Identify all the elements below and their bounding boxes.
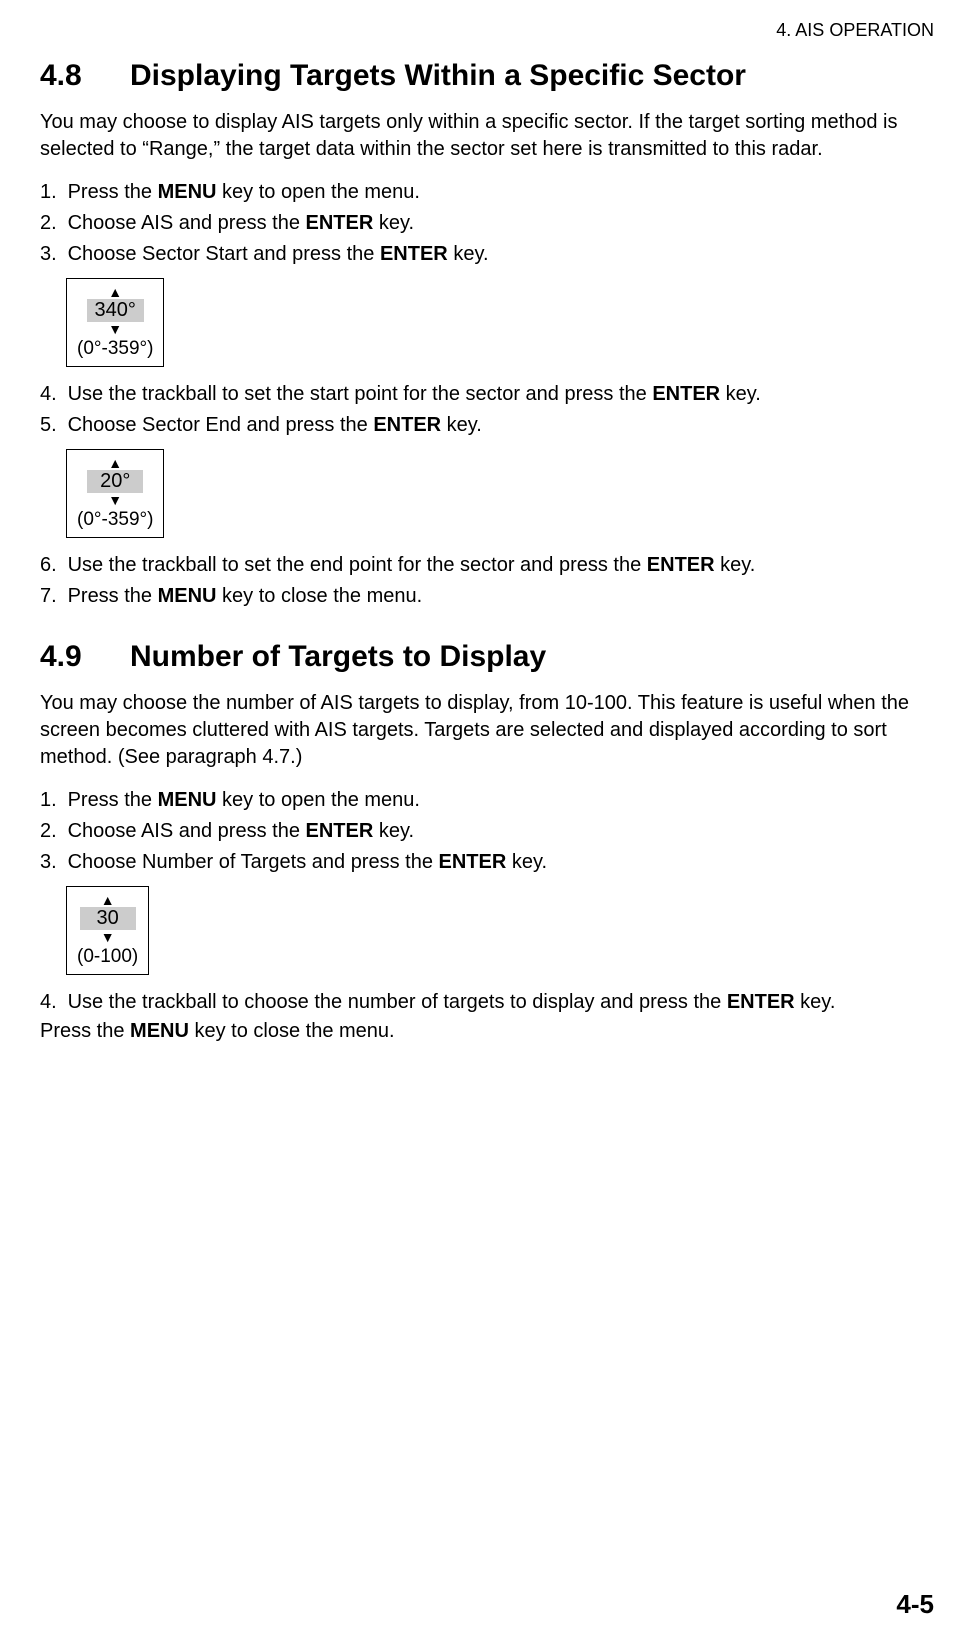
sector-end-range: (0°-359°) bbox=[77, 509, 153, 531]
closing-text: Press the bbox=[40, 1020, 130, 1042]
menu-key-label: MENU bbox=[158, 789, 217, 811]
page-container: 4. AIS OPERATION 4.8Displaying Targets W… bbox=[0, 0, 974, 1640]
step-48-4: 4. Use the trackball to set the start po… bbox=[40, 379, 934, 410]
step-text: key. bbox=[720, 383, 761, 405]
step-48-5: 5. Choose Sector End and press the ENTER… bbox=[40, 410, 934, 441]
section-49-title: Number of Targets to Display bbox=[130, 640, 546, 673]
section-49-number: 4.9 bbox=[40, 640, 130, 674]
step-num: 1. bbox=[40, 177, 62, 208]
step-text: Choose Sector End and press the bbox=[68, 414, 374, 436]
step-text: Choose Number of Targets and press the bbox=[68, 851, 439, 873]
arrow-down-icon[interactable]: ▼ bbox=[77, 930, 138, 944]
section-49-closing: Press the MENU key to close the menu. bbox=[40, 1018, 934, 1045]
step-text: Choose AIS and press the bbox=[68, 212, 306, 234]
section-48-heading: 4.8Displaying Targets Within a Specific … bbox=[40, 59, 934, 93]
step-48-3: 3. Choose Sector Start and press the ENT… bbox=[40, 239, 934, 270]
sector-end-value: 20° bbox=[87, 470, 143, 493]
step-num: 4. bbox=[40, 379, 62, 410]
chapter-header: 4. AIS OPERATION bbox=[40, 20, 934, 41]
arrow-down-icon[interactable]: ▼ bbox=[77, 322, 153, 336]
step-num: 5. bbox=[40, 410, 62, 441]
step-num: 2. bbox=[40, 208, 62, 239]
step-text: key to open the menu. bbox=[217, 181, 420, 203]
step-text: key. bbox=[441, 414, 482, 436]
step-num: 1. bbox=[40, 785, 62, 816]
section-48-number: 4.8 bbox=[40, 59, 130, 93]
step-48-2: 2. Choose AIS and press the ENTER key. bbox=[40, 208, 934, 239]
section-49-intro: You may choose the number of AIS targets… bbox=[40, 690, 934, 771]
step-48-1: 1. Press the MENU key to open the menu. bbox=[40, 177, 934, 208]
arrow-up-icon[interactable]: ▲ bbox=[77, 893, 138, 907]
step-text: key. bbox=[506, 851, 547, 873]
arrow-down-icon[interactable]: ▼ bbox=[77, 493, 153, 507]
step-num: 2. bbox=[40, 816, 62, 847]
step-text: key. bbox=[715, 554, 756, 576]
sector-start-range: (0°-359°) bbox=[77, 338, 153, 360]
num-targets-stepper[interactable]: ▲ 30 ▼ (0-100) bbox=[66, 886, 149, 975]
sector-start-value: 340° bbox=[87, 299, 144, 322]
step-49-1: 1. Press the MENU key to open the menu. bbox=[40, 785, 934, 816]
step-num: 4. bbox=[40, 987, 62, 1018]
enter-key-label: ENTER bbox=[727, 991, 795, 1013]
step-num: 7. bbox=[40, 581, 62, 612]
enter-key-label: ENTER bbox=[373, 414, 441, 436]
enter-key-label: ENTER bbox=[652, 383, 720, 405]
step-48-6: 6. Use the trackball to set the end poin… bbox=[40, 550, 934, 581]
step-text: Press the bbox=[68, 789, 158, 811]
step-text: Choose AIS and press the bbox=[68, 820, 306, 842]
step-text: Use the trackball to choose the number o… bbox=[68, 991, 727, 1013]
arrow-up-icon[interactable]: ▲ bbox=[77, 456, 153, 470]
menu-key-label: MENU bbox=[158, 585, 217, 607]
section-48-title: Displaying Targets Within a Specific Sec… bbox=[130, 59, 746, 92]
step-num: 6. bbox=[40, 550, 62, 581]
page-number: 4-5 bbox=[896, 1589, 934, 1620]
step-text: Use the trackball to set the end point f… bbox=[68, 554, 647, 576]
step-text: Press the bbox=[68, 181, 158, 203]
enter-key-label: ENTER bbox=[647, 554, 715, 576]
menu-key-label: MENU bbox=[130, 1020, 189, 1042]
num-targets-value: 30 bbox=[80, 907, 136, 930]
step-text: key. bbox=[373, 820, 414, 842]
sector-end-stepper[interactable]: ▲ 20° ▼ (0°-359°) bbox=[66, 449, 164, 538]
num-targets-range: (0-100) bbox=[77, 946, 138, 968]
enter-key-label: ENTER bbox=[439, 851, 507, 873]
step-49-3: 3. Choose Number of Targets and press th… bbox=[40, 847, 934, 878]
section-48-intro: You may choose to display AIS targets on… bbox=[40, 109, 934, 163]
arrow-up-icon[interactable]: ▲ bbox=[77, 285, 153, 299]
step-49-4: 4. Use the trackball to choose the numbe… bbox=[40, 987, 934, 1018]
section-49-heading: 4.9Number of Targets to Display bbox=[40, 640, 934, 674]
step-text: key to open the menu. bbox=[217, 789, 420, 811]
step-text: Choose Sector Start and press the bbox=[68, 243, 380, 265]
sector-start-stepper[interactable]: ▲ 340° ▼ (0°-359°) bbox=[66, 278, 164, 367]
enter-key-label: ENTER bbox=[306, 820, 374, 842]
step-num: 3. bbox=[40, 847, 62, 878]
step-text: key. bbox=[448, 243, 489, 265]
step-text: key. bbox=[373, 212, 414, 234]
enter-key-label: ENTER bbox=[306, 212, 374, 234]
step-48-7: 7. Press the MENU key to close the menu. bbox=[40, 581, 934, 612]
enter-key-label: ENTER bbox=[380, 243, 448, 265]
menu-key-label: MENU bbox=[158, 181, 217, 203]
step-num: 3. bbox=[40, 239, 62, 270]
step-text: key. bbox=[795, 991, 836, 1013]
closing-text: key to close the menu. bbox=[189, 1020, 395, 1042]
step-text: Press the bbox=[68, 585, 158, 607]
step-49-2: 2. Choose AIS and press the ENTER key. bbox=[40, 816, 934, 847]
step-text: key to close the menu. bbox=[217, 585, 423, 607]
step-text: Use the trackball to set the start point… bbox=[68, 383, 653, 405]
